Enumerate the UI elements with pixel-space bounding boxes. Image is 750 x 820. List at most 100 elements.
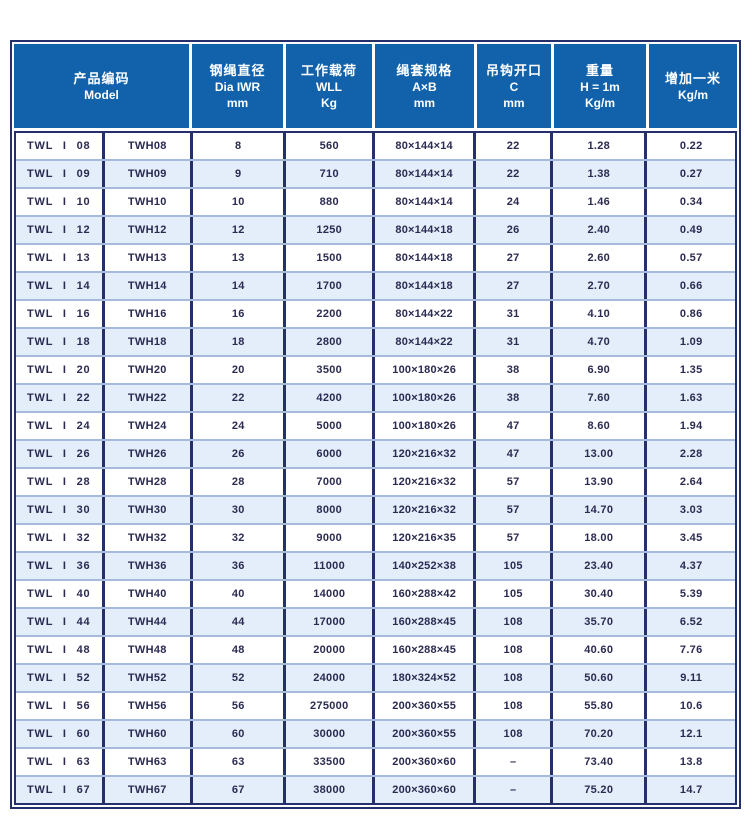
table-cell: TWL I 16 — [16, 301, 105, 327]
table-row: TWL I 24 TWH24 24 5000 100×180×26 47 8.60 1.94 — [16, 413, 735, 441]
column-header-label-en: mm — [226, 95, 249, 110]
table-cell: 5000 — [286, 413, 375, 439]
table-cell: 3500 — [286, 357, 375, 383]
table-cell: 38 — [476, 385, 554, 411]
column-header-label-en: mm — [413, 95, 436, 110]
table-cell: 108 — [476, 637, 554, 663]
table-cell: TWH60 — [105, 721, 194, 747]
column-header-label-en: C — [509, 79, 519, 94]
table-cell: 36 — [193, 553, 287, 579]
table-cell: 4.10 — [553, 301, 648, 327]
table-cell: 1500 — [286, 245, 375, 271]
table-cell: 13 — [193, 245, 287, 271]
table-cell: 7.76 — [679, 644, 703, 656]
table-row: TWL I 44 TWH44 44 17000 160×288×45 108 35.70 6.… — [16, 609, 735, 637]
table-cell: TWH24 — [105, 413, 194, 439]
table-cell: 13.00 — [553, 441, 648, 467]
table-cell: TWH14 — [105, 273, 194, 299]
column-header-label-zh: 重量 — [585, 62, 614, 78]
table-cell: 120×216×32 — [375, 441, 477, 467]
table-cell: 24 — [476, 189, 554, 215]
table-cell: TWL I 30 — [16, 497, 105, 523]
table-cell: 47 — [476, 441, 554, 467]
table-cell: 1.94 — [679, 420, 703, 432]
column-header-label-zh: 吊钩开口 — [485, 62, 542, 78]
table-cell: 1.28 — [553, 133, 648, 159]
table-cell: TWH09 — [105, 161, 194, 187]
table-row: TWL I 13 TWH13 13 1500 80×144×18 27 2.60 0.57 — [16, 245, 735, 273]
table-cell: 44 — [193, 609, 287, 635]
column-header: 重量 H = 1m Kg/m — [554, 44, 649, 128]
table-cell: TWL I 18 — [16, 329, 105, 355]
table-row: TWL I 16 TWH16 16 2200 80×144×22 31 4.10 0.86 — [16, 301, 735, 329]
column-header-label-en: H = 1m — [580, 79, 620, 94]
table-cell: TWL I 13 — [16, 245, 105, 271]
table-cell: TWH28 — [105, 469, 194, 495]
table-cell: TWL I 36 — [16, 553, 105, 579]
table-row: TWL I 12 TWH12 12 1250 80×144×18 26 2.40 0.49 — [16, 217, 735, 245]
product-spec-table: 产品编码 Model 钢绳直径 Dia IWR mm 工作载荷 WLL Kg 绳套规格 A×B mm… — [10, 40, 741, 809]
column-header-label-en: Model — [84, 87, 119, 102]
table-cell: TWH20 — [105, 357, 194, 383]
column-header-label-en: Kg — [320, 95, 337, 110]
table-cell: 108 — [476, 665, 554, 691]
table-cell: 0.57 — [679, 252, 703, 264]
table-cell: 50.60 — [553, 665, 648, 691]
table-cell: TWL I 08 — [16, 133, 105, 159]
column-header-label-en: Kg/m — [677, 87, 708, 102]
table-cell: 1.35 — [679, 364, 703, 376]
table-cell: 8 — [193, 133, 287, 159]
table-row: TWL I 22 TWH22 22 4200 100×180×26 38 7.60 1.63 — [16, 385, 735, 413]
table-cell: TWL I 09 — [16, 161, 105, 187]
table-row: TWL I 67 TWH67 67 38000 200×360×60–75.20 14.7 — [16, 777, 735, 803]
table-cell: 24000 — [286, 665, 375, 691]
table-cell: 13.90 — [553, 469, 648, 495]
table-row: TWL I 20 TWH20 20 3500 100×180×26 38 6.90 1.35 — [16, 357, 735, 385]
column-header-label-en: Dia IWR — [214, 79, 261, 94]
table-cell: 52 — [193, 665, 287, 691]
table-cell: 80×144×14 — [375, 161, 477, 187]
table-cell: TWL I 56 — [16, 693, 105, 719]
table-cell: 0.22 — [679, 140, 703, 152]
table-cell: 6.52 — [679, 616, 703, 628]
table-cell: TWH22 — [105, 385, 194, 411]
column-header: 钢绳直径 Dia IWR mm — [192, 44, 286, 128]
table-cell: 35.70 — [553, 609, 648, 635]
table-cell: 1.46 — [553, 189, 648, 215]
table-row: TWL I 28 TWH28 28 7000 120×216×32 57 13.90 2.64 — [16, 469, 735, 497]
column-header: 工作载荷 WLL Kg — [285, 44, 375, 128]
table-cell: 100×180×26 — [375, 413, 477, 439]
table-cell: 5.39 — [679, 588, 703, 600]
table-row: TWL I 32 TWH32 32 9000 120×216×35 57 18.00 3.45 — [16, 525, 735, 553]
table-cell: 2.28 — [679, 448, 703, 460]
table-cell: TWH10 — [105, 189, 194, 215]
table-cell: 30000 — [286, 721, 375, 747]
table-cell: 14000 — [286, 581, 375, 607]
table-cell: 70.20 — [553, 721, 648, 747]
table-cell: TWH40 — [105, 581, 194, 607]
table-cell: 24 — [193, 413, 287, 439]
table-row: TWL I 63 TWH63 63 33500 200×360×60–73.40 13.8 — [16, 749, 735, 777]
table-cell: 8.60 — [553, 413, 648, 439]
column-header: 增加一米 Kg/m — [648, 44, 737, 128]
table-cell: 11000 — [286, 553, 375, 579]
table-cell: 1.38 — [553, 161, 648, 187]
table-cell: 100×180×26 — [375, 385, 477, 411]
table-cell: 710 — [286, 161, 375, 187]
table-cell: TWH36 — [105, 553, 194, 579]
table-cell: 120×216×32 — [375, 497, 477, 523]
table-row: TWL I 14 TWH14 14 1700 80×144×18 27 2.70 0.66 — [16, 273, 735, 301]
table-row: TWL I 52 TWH52 52 24000 180×324×52 108 50.60 9.… — [16, 665, 735, 693]
table-cell: 38000 — [286, 777, 375, 803]
table-cell: 32 — [193, 525, 287, 551]
table-cell: 55.80 — [553, 693, 648, 719]
table-cell: TWL I 60 — [16, 721, 105, 747]
table-cell: TWH13 — [105, 245, 194, 271]
table-cell: 108 — [476, 721, 554, 747]
table-cell: 0.86 — [679, 308, 703, 320]
table-cell: 6000 — [286, 441, 375, 467]
column-header-label-en: A×B — [412, 79, 437, 94]
table-cell: 31 — [476, 301, 554, 327]
